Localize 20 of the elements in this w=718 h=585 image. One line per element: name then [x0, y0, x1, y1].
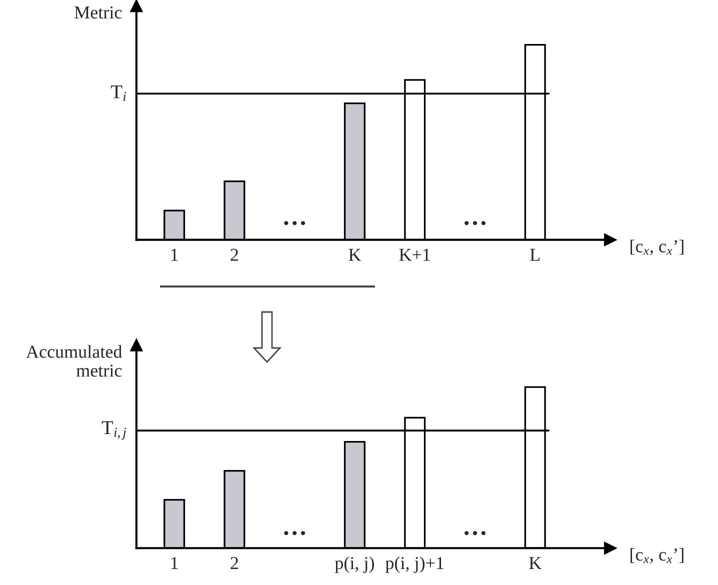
- y-axis-title: Accumulated metric: [26, 345, 122, 377]
- annotation: …: [284, 531, 306, 536]
- x-axis-title: [c$_{x}$, c$_{x}$’]: [630, 548, 684, 564]
- x-tick-label: K: [529, 557, 542, 570]
- x-tick-label: 2: [230, 557, 238, 570]
- x-tick-label: 2: [230, 248, 238, 261]
- ref-line-label: T$_{i,j}$: [102, 421, 126, 440]
- y-axis-title: Metric: [74, 6, 122, 19]
- x-tick-label: K+1: [399, 248, 430, 261]
- x-tick-label: L: [530, 248, 540, 261]
- x-tick-label: 1: [171, 557, 178, 570]
- annotation: …: [464, 531, 486, 536]
- x-tick-label: p(i, j)+1: [385, 556, 444, 573]
- annotation: …: [284, 221, 306, 226]
- x-tick-label: K: [348, 248, 362, 261]
- ref-line-label: T$_{i}$: [110, 85, 126, 101]
- annotation: …: [464, 221, 486, 226]
- x-axis-title: [c$_{x}$, c$_{x}$’]: [630, 240, 684, 256]
- x-tick-label: 1: [171, 248, 178, 261]
- x-tick-label: p(i, j): [334, 556, 374, 573]
